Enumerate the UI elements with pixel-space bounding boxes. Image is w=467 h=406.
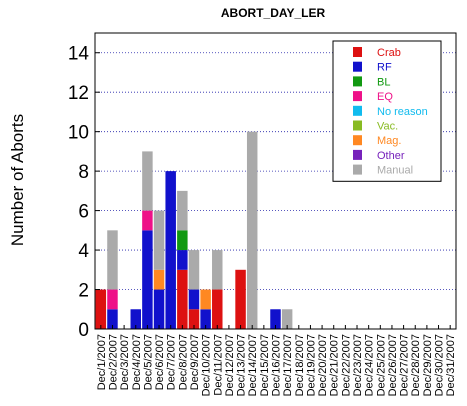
x-tick-label: Dec/17/2007 — [282, 334, 294, 396]
legend-swatch — [353, 105, 362, 116]
y-tick-label: 8 — [78, 162, 89, 183]
bar-segment — [153, 210, 165, 270]
x-tick-label: Dec/9/2007 — [189, 334, 201, 390]
legend-label: RF — [377, 62, 392, 74]
y-tick-label: 14 — [68, 44, 90, 65]
x-tick-label: Dec/31/2007 — [445, 334, 457, 396]
bar-segment — [188, 309, 200, 329]
bar-segment — [177, 250, 188, 270]
legend-swatch — [353, 135, 362, 146]
bar-segment — [246, 131, 258, 329]
bar-segment — [281, 309, 293, 329]
x-tick-label: Dec/10/2007 — [201, 334, 213, 396]
legend-label: Other — [377, 150, 405, 162]
bar-segment — [107, 309, 118, 329]
x-tick-label: Dec/25/2007 — [375, 334, 387, 396]
legend-swatch — [353, 149, 362, 160]
bar-segment — [107, 230, 118, 290]
x-tick-label: Dec/15/2007 — [259, 334, 271, 396]
bar-segment — [142, 210, 153, 231]
x-tick-label: Dec/20/2007 — [317, 334, 329, 396]
legend-box — [332, 40, 442, 182]
bar-segment — [130, 309, 141, 329]
bars-group — [95, 131, 293, 329]
y-tick-label: 0 — [78, 320, 89, 341]
x-tick-label: Dec/23/2007 — [352, 334, 364, 396]
legend-swatch — [353, 47, 362, 57]
x-tick-label: Dec/8/2007 — [177, 334, 189, 390]
bar-segment — [200, 289, 211, 310]
x-tick-label: Dec/26/2007 — [387, 334, 399, 396]
bar-segment — [153, 289, 165, 329]
x-tick-label: Dec/21/2007 — [329, 334, 341, 396]
bar-segment — [177, 269, 188, 329]
legend-label: BL — [377, 76, 390, 88]
legend-label: Manual — [377, 165, 413, 177]
legend-swatch — [353, 91, 362, 102]
bar-segment — [142, 230, 153, 329]
x-tick-label: Dec/24/2007 — [364, 334, 376, 396]
bar-segment — [212, 289, 223, 329]
legend-swatch — [353, 76, 362, 87]
legend-swatch — [353, 164, 362, 175]
legend-swatch — [353, 120, 362, 131]
x-tick-label: Dec/18/2007 — [294, 334, 306, 396]
x-tick-label: Dec/16/2007 — [271, 334, 283, 396]
bar-segment — [95, 289, 107, 329]
x-tick-label: Dec/13/2007 — [236, 334, 248, 396]
bar-segment — [212, 250, 223, 290]
x-tick-label: Dec/22/2007 — [340, 334, 352, 396]
x-tick-label: Dec/2/2007 — [107, 334, 119, 390]
bar-segment — [188, 289, 200, 310]
legend-label: Mag. — [377, 135, 401, 147]
y-tick-label: 4 — [78, 241, 89, 262]
x-tick-label: Dec/1/2007 — [96, 334, 108, 390]
chart-title: ABORT_DAY_LER — [221, 6, 326, 20]
y-tick-label: 12 — [68, 83, 89, 104]
bar-segment — [235, 269, 246, 329]
x-tick-label: Dec/3/2007 — [119, 334, 131, 390]
x-tick-label: Dec/19/2007 — [305, 334, 317, 396]
x-tick-label: Dec/30/2007 — [434, 334, 446, 396]
x-tick-label: Dec/5/2007 — [142, 334, 154, 390]
x-tick-label: Dec/4/2007 — [131, 334, 143, 390]
x-tick-label: Dec/28/2007 — [410, 334, 422, 396]
y-tick-label: 6 — [78, 202, 89, 223]
bar-segment — [153, 269, 165, 290]
bar-segment — [107, 289, 118, 310]
legend-swatch — [353, 61, 362, 72]
x-tick-label: Dec/6/2007 — [154, 334, 166, 390]
bar-segment — [177, 190, 188, 231]
legend-label: No reason — [377, 106, 428, 118]
x-tick-label: Dec/12/2007 — [224, 334, 236, 396]
bar-segment — [165, 171, 176, 329]
y-tick-label: 10 — [68, 123, 89, 144]
x-axis-ticks: Dec/1/2007 Dec/2/2007 Dec/3/2007 Dec/4/2007… — [96, 325, 457, 396]
x-tick-label: Dec/29/2007 — [422, 334, 434, 396]
legend: Crab RF BL EQ No reason Vac. Mag. Other Manual — [332, 40, 442, 182]
legend-label: Crab — [377, 47, 401, 59]
legend-label: Vac. — [377, 121, 398, 133]
x-tick-label: Dec/11/2007 — [212, 334, 224, 396]
bar-segment — [200, 309, 211, 329]
x-tick-label: Dec/27/2007 — [399, 334, 411, 396]
y-tick-label: 2 — [78, 281, 89, 302]
bar-segment — [270, 309, 281, 329]
y-axis-label: Number of Aborts — [8, 114, 27, 246]
bar-segment — [142, 151, 153, 211]
bar-segment — [188, 250, 200, 290]
legend-label: EQ — [377, 91, 393, 103]
x-tick-label: Dec/14/2007 — [247, 334, 259, 396]
x-tick-label: Dec/7/2007 — [166, 334, 178, 390]
bar-segment — [177, 230, 188, 251]
y-axis-ticks: 0 2 4 6 8 10 12 14 — [68, 44, 100, 341]
